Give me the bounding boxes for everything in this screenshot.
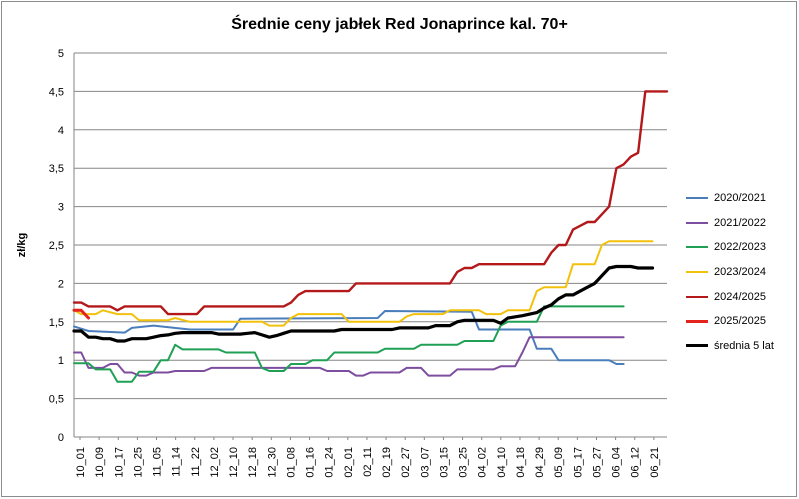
x-tick-label: 02_11 [362, 447, 374, 477]
y-tick-label: 3,5 [49, 163, 64, 175]
legend-label: 2020/2021 [714, 192, 766, 205]
x-tick-label: 01_24 [324, 447, 336, 478]
x-tick-label: 12_30 [266, 447, 278, 478]
y-tick-label: 5 [58, 48, 64, 60]
x-tick-label: 01_08 [285, 447, 297, 478]
x-tick-label: 06_04 [611, 447, 623, 478]
legend-swatch [686, 197, 708, 200]
x-tick-label: 05_09 [553, 447, 565, 478]
x-tick-label: 10_09 [94, 447, 106, 478]
legend-item: 2023/2024 [686, 260, 796, 285]
legend-swatch [686, 271, 708, 274]
x-tick-label: 10_17 [113, 447, 125, 478]
x-tick-label: 12_02 [209, 447, 221, 478]
x-tick-label: 11_05 [152, 447, 164, 477]
series-line-2 [73, 305, 625, 383]
legend-swatch [686, 319, 708, 323]
x-tick-label: 06_21 [649, 447, 661, 478]
legend-swatch [686, 246, 708, 249]
x-tick-label: 12_18 [247, 447, 259, 478]
legend-label: 2022/2023 [714, 241, 766, 254]
x-tick-label: 03_07 [419, 447, 431, 478]
x-tick-label: 02_01 [343, 447, 355, 478]
legend-item: średnia 5 lat [686, 334, 796, 359]
legend-item: 2020/2021 [686, 186, 796, 211]
series-line-6 [72, 264, 655, 343]
legend-item: 2025/2025 [686, 309, 796, 334]
y-tick-label: 3 [58, 202, 64, 214]
legend: 2020/2021 2021/2022 2022/2023 2023/2024 2024… [686, 186, 796, 358]
legend-swatch [686, 295, 708, 298]
x-tick-label: 04_18 [515, 447, 527, 478]
legend-swatch [686, 221, 708, 224]
series-line-0 [73, 310, 625, 365]
y-tick-label: 4 [58, 125, 64, 137]
x-tick-label: 03_25 [458, 447, 470, 478]
legend-item: 2024/2025 [686, 284, 796, 309]
x-tick-label: 10_01 [75, 447, 87, 478]
legend-item: 2022/2023 [686, 235, 796, 260]
x-tick-label: 04_02 [477, 447, 489, 478]
x-tick-label: 05_17 [572, 447, 584, 478]
x-tick-label: 10_25 [132, 447, 144, 478]
series-line-4 [72, 90, 669, 316]
legend-label: 2021/2022 [714, 216, 766, 229]
legend-label: średnia 5 lat [714, 339, 774, 352]
y-tick-label: 0 [58, 432, 64, 444]
legend-label: 2025/2025 [714, 315, 766, 328]
legend-label: 2024/2025 [714, 290, 766, 303]
y-tick-label: 2 [58, 278, 64, 290]
series-line-1 [73, 336, 625, 377]
x-tick-label: 12_10 [228, 447, 240, 478]
x-tick-label: 02_27 [400, 447, 412, 478]
x-tick-label: 05_27 [591, 447, 603, 478]
x-tick-label: 02_19 [381, 447, 393, 478]
y-tick-label: 4,5 [49, 86, 64, 98]
x-tick-label: 11_14 [171, 447, 183, 477]
series-line-3 [73, 240, 654, 327]
y-tick-label: 0,5 [49, 394, 64, 406]
x-tick-label: 01_16 [305, 447, 317, 478]
series-line-5 [72, 308, 90, 320]
y-tick-label: 1,5 [49, 317, 64, 329]
legend-label: 2023/2024 [714, 266, 766, 279]
x-tick-label: 06_12 [630, 447, 642, 478]
legend-item: 2021/2022 [686, 211, 796, 236]
legend-swatch [686, 344, 708, 348]
x-tick-label: 04_29 [534, 447, 546, 478]
x-tick-label: 11_22 [190, 447, 202, 477]
y-tick-label: 2,5 [49, 240, 64, 252]
y-tick-label: 1 [58, 355, 64, 367]
x-tick-label: 03_15 [438, 447, 450, 478]
chart-title: Średnie ceny jabłek Red Jonaprince kal. … [231, 16, 568, 33]
x-tick-label: 04_10 [496, 447, 508, 478]
